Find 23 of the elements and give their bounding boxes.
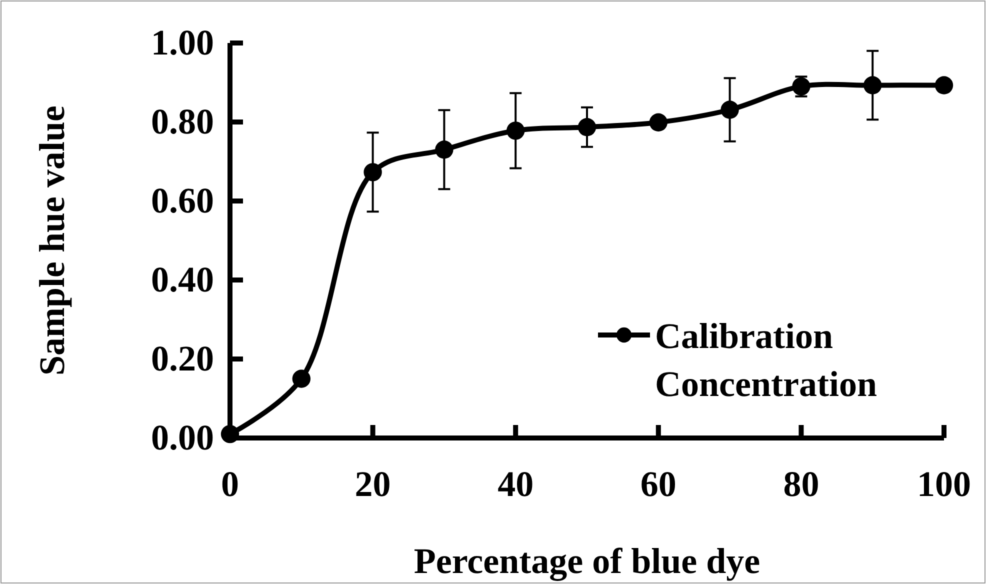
y-axis-title: Sample hue value	[32, 105, 72, 376]
point	[435, 140, 454, 159]
y-tick-label: 0.60	[151, 180, 214, 221]
point	[506, 122, 525, 140]
y-tick-label: 0.00	[151, 418, 214, 458]
x-axis-title: Percentage of blue dye	[414, 541, 760, 581]
x-tick-label: 20	[354, 464, 391, 504]
legend-label: Calibration Concentration	[655, 316, 877, 404]
point	[364, 163, 382, 182]
point	[292, 370, 310, 388]
point	[864, 76, 882, 94]
point	[578, 118, 596, 136]
point	[720, 100, 739, 119]
x-tick-label: 40	[498, 464, 534, 504]
y-tick-label: 0.80	[151, 102, 214, 142]
x-tick-label: 0	[221, 464, 239, 504]
x-tick-label: 60	[640, 464, 676, 504]
y-tick-label: 0.40	[151, 260, 214, 300]
y-tick-label: 1.00	[151, 22, 214, 63]
point	[220, 424, 240, 444]
x-tick-label: 80	[783, 464, 820, 504]
x-tick-label: 100	[917, 464, 971, 504]
y-tick-label: 0.20	[151, 338, 214, 379]
